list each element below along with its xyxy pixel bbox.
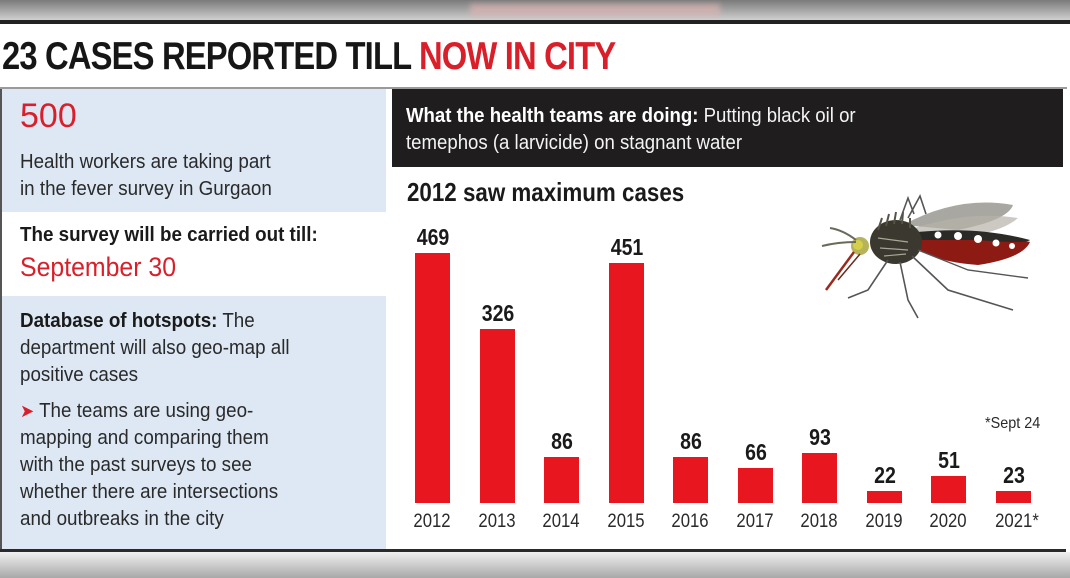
x-tick-label: 2015: [607, 511, 645, 532]
bar-2014: [544, 457, 579, 503]
value-label: 93: [809, 424, 831, 450]
x-tick-label: 2018: [800, 511, 838, 532]
database-line-3: positive cases: [20, 364, 139, 386]
bullet-line-3: with the past surveys to see: [20, 454, 252, 476]
x-tick-label: 2014: [542, 511, 580, 532]
database-block: Database of hotspots: The department wil…: [2, 296, 386, 549]
value-label: 51: [938, 447, 960, 473]
x-tick-label: 2012: [413, 511, 451, 532]
health-teams-line-2: temephos (a larvicide) on stagnant water: [406, 132, 743, 154]
bar-2020: [931, 476, 966, 503]
arrow-bullet-icon: ➤: [20, 401, 35, 421]
chart-title: 2012 saw maximum cases: [407, 177, 685, 207]
left-panel: 500 Health workers are taking part in th…: [2, 89, 386, 549]
workers-line-1: Health workers are taking part: [20, 151, 271, 173]
workers-count: 500: [20, 97, 77, 135]
value-label: 451: [610, 234, 644, 260]
database-label: Database of hotspots:: [20, 310, 218, 332]
top-rule: [0, 20, 1070, 24]
x-tick-label: 2016: [671, 511, 709, 532]
footnote: *Sept 24: [985, 415, 1041, 432]
value-label: 469: [416, 224, 450, 250]
bar-2017: [738, 468, 773, 503]
x-tick-label: 2019: [865, 511, 903, 532]
bar-2013: [480, 329, 515, 503]
bar-2016: [673, 457, 708, 503]
bar-2019: [867, 491, 902, 503]
value-label: 66: [745, 439, 767, 465]
frame-bottom-rule: [0, 549, 1066, 552]
bottom-blur-strip: [0, 552, 1070, 578]
top-blur-strip: [0, 0, 1070, 22]
survey-date: September 30: [20, 252, 177, 282]
bar-2018: [802, 453, 837, 503]
bar-2021: [996, 491, 1031, 503]
bullet-line-5: and outbreaks in the city: [20, 508, 224, 530]
health-teams-label: What the health teams are doing:: [406, 105, 699, 127]
bar-2012: [415, 253, 450, 503]
headline-red: NOW IN CITY: [418, 35, 616, 78]
x-tick-label: 2021*: [995, 511, 1039, 532]
x-tick-label: 2017: [736, 511, 774, 532]
value-label: 22: [874, 462, 896, 488]
bullet-line-4: whether there are intersections: [20, 481, 279, 503]
value-label: 86: [680, 428, 702, 454]
workers-line-2: in the fever survey in Gurgaon: [20, 178, 272, 200]
value-label: 326: [481, 300, 515, 326]
mosquito-icon: [821, 194, 1030, 319]
health-teams-line-1: What the health teams are doing: Putting…: [406, 105, 856, 127]
value-label: 23: [1003, 462, 1025, 488]
health-teams-box: What the health teams are doing: Putting…: [392, 89, 1063, 167]
bar-2015: [609, 263, 644, 503]
frame-top-rule: [0, 87, 1067, 89]
workers-block: 500 Health workers are taking part in th…: [2, 89, 386, 212]
bullet-line-2: mapping and comparing them: [20, 427, 269, 449]
value-label: 86: [551, 428, 573, 454]
x-tick-label: 2020: [929, 511, 967, 532]
bullet-line-1: ➤ The teams are using geo-: [20, 400, 254, 422]
survey-label: The survey will be carried out till:: [20, 224, 318, 246]
headline: 23 CASES REPORTED TILL NOW IN CITY: [2, 30, 616, 84]
database-line-1: Database of hotspots: The: [20, 310, 255, 332]
survey-block: The survey will be carried out till: Sep…: [2, 212, 386, 296]
headline-black: 23 CASES REPORTED TILL: [2, 35, 419, 78]
left-panel-border: [0, 89, 2, 549]
database-line-2: department will also geo-map all: [20, 337, 290, 359]
x-tick-label: 2013: [478, 511, 516, 532]
